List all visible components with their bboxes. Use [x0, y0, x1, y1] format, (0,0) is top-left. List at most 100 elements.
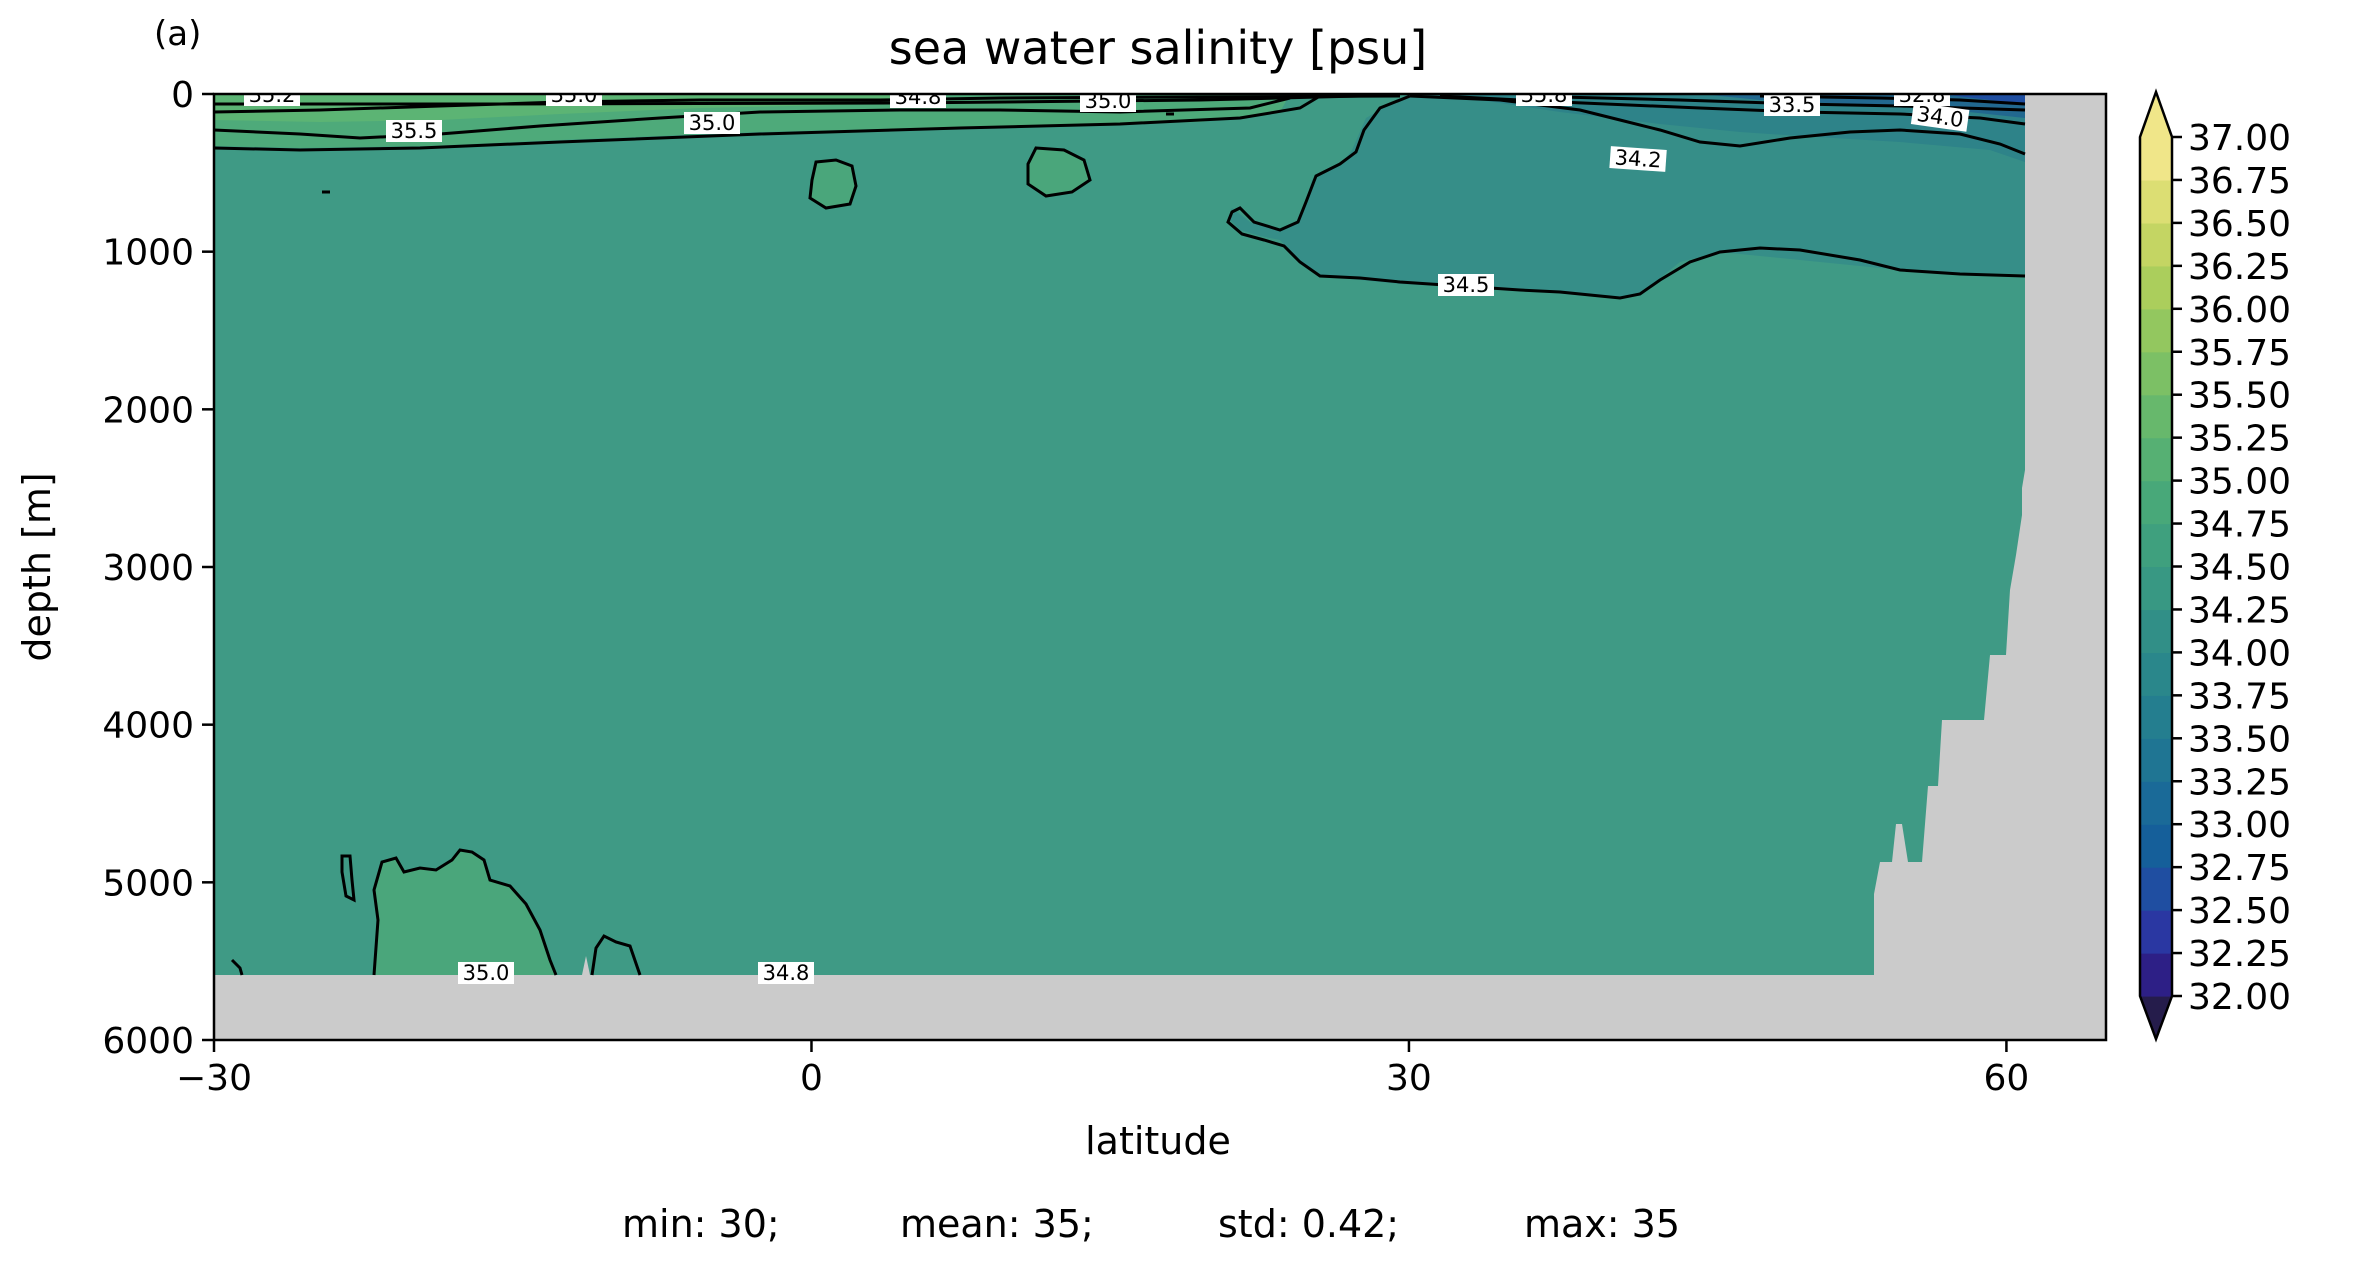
contour-label: 35.5 [386, 119, 442, 143]
x-tick-label: 60 [1984, 1058, 2030, 1099]
contour-label: 34.8 [758, 961, 814, 985]
x-axis-label: latitude [1085, 1119, 1231, 1163]
saline-lens-2 [1028, 148, 1090, 196]
colorbar-segment [2140, 953, 2172, 997]
contour-label: 34.0 [1910, 102, 1970, 132]
contour-lens-2 [1026, 146, 1092, 198]
colorbar-tick-label: 35.00 [2188, 462, 2291, 503]
x-axis: −30 0 30 60 [176, 1040, 2029, 1099]
stat-std: std: 0.42; [1218, 1202, 1399, 1246]
colorbar-segment [2140, 351, 2172, 396]
contour-label-text: 35.8 [1521, 83, 1568, 107]
colorbar-segment [2140, 523, 2172, 568]
contour-label: 35.2 [244, 83, 300, 107]
contour-34-2 [1409, 94, 2026, 156]
deep-saline-patch [374, 850, 556, 975]
y-tick-label: 4000 [102, 706, 194, 747]
colorbar-segment [2140, 609, 2172, 653]
y-tick-label: 2000 [102, 390, 194, 431]
colorbar-segment [2140, 910, 2172, 954]
stat-max: max: 35 [1524, 1202, 1680, 1246]
colorbar-segment [2140, 308, 2172, 353]
contour-label: 33.5 [1764, 93, 1820, 117]
colorbar-tick-label: 32.25 [2188, 934, 2291, 975]
colorbar-tick-label: 36.25 [2188, 247, 2291, 288]
colorbar-tick-label: 36.00 [2188, 290, 2291, 331]
contour-label-text: 35.0 [1085, 89, 1132, 113]
y-tick-label: 6000 [102, 1021, 194, 1062]
contour-label: 35.0 [458, 961, 514, 985]
colorbar-segment [2140, 652, 2172, 696]
northern-intermediate-water [1228, 94, 2025, 298]
colorbar-segment [2140, 695, 2172, 739]
colorbar-extend-min [2140, 996, 2172, 1039]
contour-sw-corner [230, 958, 244, 976]
contour-35-0 [214, 94, 1321, 152]
colorbar-tick-label: 35.75 [2188, 333, 2291, 374]
colorbar-tick-label: 34.00 [2188, 633, 2291, 674]
colorbar-segment [2140, 480, 2172, 525]
y-tick-label: 3000 [102, 548, 194, 589]
panel-label: (a) [154, 14, 201, 54]
colorbar-segment [2140, 179, 2172, 224]
colorbar-segment [2140, 867, 2172, 911]
stats-line: min: 30; mean: 35; std: 0.42; max: 35 [622, 1202, 1680, 1246]
colorbar-segment [2140, 781, 2172, 825]
colorbar-tick-label: 32.00 [2188, 977, 2291, 1018]
colorbar-tick-label: 32.75 [2188, 848, 2291, 889]
x-tick-label: 30 [1386, 1058, 1432, 1099]
saline-lens-1 [810, 160, 856, 208]
contour-deep-right [590, 934, 642, 976]
colorbar-tick-label: 32.50 [2188, 891, 2291, 932]
contour-label: 34.2 [1609, 145, 1667, 173]
contour-label: 34.5 [1438, 273, 1494, 297]
contour-label: 35.0 [546, 83, 602, 107]
colorbar-segment [2140, 394, 2172, 439]
contour-label-text: 34.8 [895, 85, 942, 109]
stat-mean: mean: 35; [900, 1202, 1094, 1246]
colorbar-tick-label: 33.50 [2188, 719, 2291, 760]
colorbar-tick-label: 34.75 [2188, 505, 2291, 546]
colorbar-tick-label: 34.25 [2188, 590, 2291, 631]
colorbar-segment [2140, 437, 2172, 482]
y-tick-label: 1000 [102, 233, 194, 274]
contour-label-text: 35.0 [689, 111, 736, 135]
y-axis-label: depth [m] [15, 472, 59, 661]
colorbar-tick-label: 36.50 [2188, 204, 2291, 245]
y-tick-label: 0 [171, 75, 194, 116]
contour-label-text: 33.5 [1769, 93, 1816, 117]
contour-label: 35.0 [684, 111, 740, 135]
colorbar-tick-label: 35.50 [2188, 376, 2291, 417]
colorbar-extend-max [2140, 92, 2172, 137]
colorbar-tick-label: 34.50 [2188, 548, 2291, 589]
x-tick-label: −30 [176, 1058, 252, 1099]
colorbar-segment [2140, 265, 2172, 310]
x-tick-label: 0 [800, 1058, 823, 1099]
contour-label-text: 32.8 [1899, 83, 1946, 107]
chart-title: sea water salinity [psu] [889, 21, 1428, 75]
seafloor-mask [214, 94, 2106, 1040]
contour-label-text: 34.2 [1614, 145, 1662, 172]
colorbar-tick-label: 33.00 [2188, 805, 2291, 846]
colorbar-segment [2140, 738, 2172, 782]
contour-label: 34.8 [890, 85, 946, 109]
colorbar-tick-label: 35.25 [2188, 419, 2291, 460]
colorbar-segment [2140, 222, 2172, 267]
colorbar-tick-label: 37.00 [2188, 118, 2291, 159]
contour-34-5 [1226, 94, 2026, 300]
y-tick-label: 5000 [102, 863, 194, 904]
contour-label-text: 35.0 [551, 83, 598, 107]
plot-area: 35.2 35.0 34.8 35.0 35.8 33.5 32.8 34.0 … [214, 83, 2106, 1040]
y-axis: 0 1000 2000 3000 4000 5000 6000 [102, 75, 214, 1062]
contour-deep-patch [372, 848, 558, 976]
colorbar-tick-label: 36.75 [2188, 161, 2291, 202]
contour-label-group: 35.2 35.0 34.8 35.0 35.8 33.5 32.8 34.0 … [244, 83, 1970, 985]
contour-label-text: 35.5 [391, 119, 438, 143]
contour-label: 32.8 [1894, 83, 1950, 107]
contour-lens-1 [808, 158, 858, 210]
colorbar-tick-label: 33.75 [2188, 676, 2291, 717]
contour-deep-left [340, 854, 356, 903]
contour-label-text: 35.2 [249, 83, 296, 107]
seafloor-notch [582, 956, 590, 975]
colorbar-segment [2140, 566, 2172, 611]
